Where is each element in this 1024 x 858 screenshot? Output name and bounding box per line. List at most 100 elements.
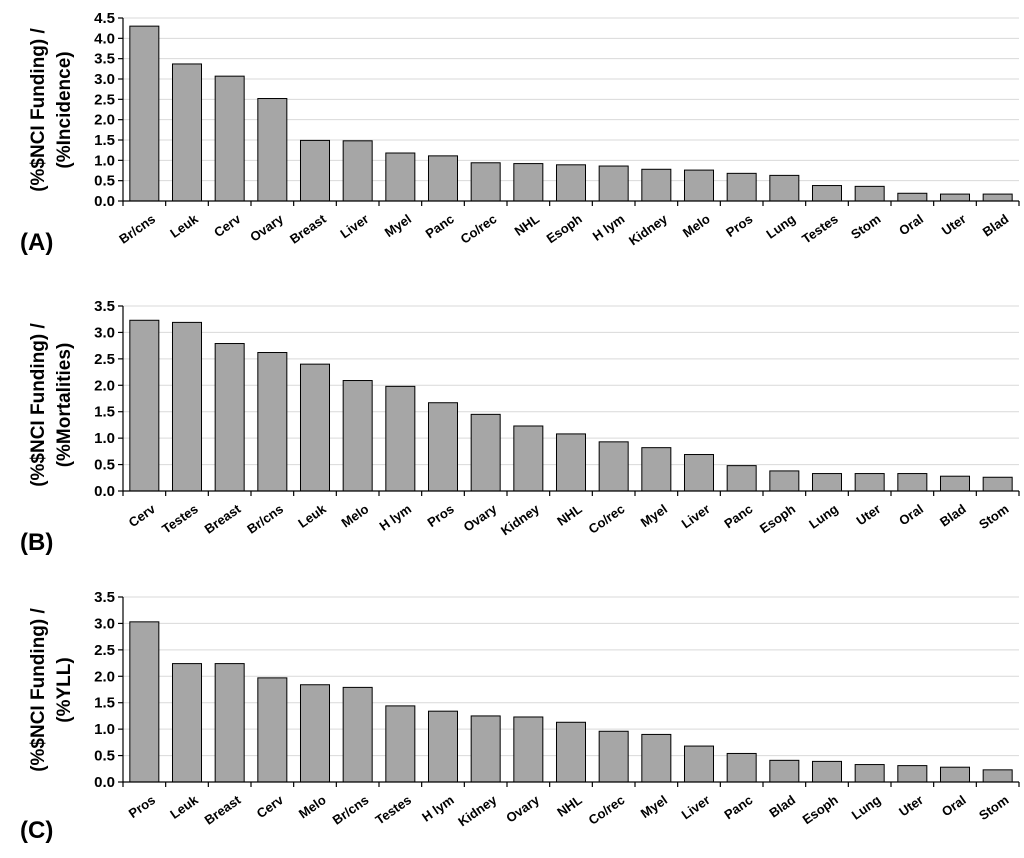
y-tick-label: 2.0 [94,112,115,129]
y-tick-label: 2.5 [94,642,115,659]
bar-blad [939,475,971,492]
bar-oral [939,766,971,783]
x-category-label: Esoph [757,501,798,536]
x-category-label: Co/rec [586,501,628,536]
y-tick-label: 1.5 [94,695,115,712]
bar-liver [683,745,715,783]
x-category-label: Ovary [503,792,542,826]
x-category-label: Oral [896,501,926,528]
bar-myel [385,152,416,202]
x-category-label: Blad [980,211,1012,239]
y-tick-label: 2.5 [94,351,115,368]
bar-nhl [555,433,587,492]
chart-panel-2: 0.0 0.5 1.0 1.5 2.0 2.5 3.0 3.5 Cerv Testes Breast… [20,298,1020,556]
bar-lung [811,473,843,492]
x-category-label: H lym [376,501,414,534]
x-category-label: Liver [337,211,371,241]
x-category-label: Panc [721,501,755,531]
bar-blad [769,759,800,783]
x-category-label: Myel [382,211,414,240]
bar-leuk [171,63,203,202]
y-tick-label: 3.0 [94,324,115,341]
x-category-label: Blad [766,792,798,820]
bar-uter [897,765,928,783]
x-category-label: Stom [976,501,1011,532]
x-category-label: Pros [126,792,158,821]
x-category-label: Melo [296,792,329,821]
x-category-label: Co/rec [458,211,500,246]
x-category-label: Myel [638,501,670,530]
bar-co-rec [598,441,629,492]
y-tick-label: 1.5 [94,132,115,149]
x-category-label: Lung [763,211,798,242]
x-category-label: Br/cns [330,792,372,827]
x-category-label: Testes [372,792,414,827]
bar-panc [726,465,757,492]
y-tick-label: 1.5 [94,404,115,421]
x-category-label: Co/rec [586,792,628,827]
x-category-label: Br/cns [244,501,286,536]
bar-myel [641,447,672,492]
bar-br-cns [129,25,160,202]
y-tick-label: 0.0 [94,774,115,791]
y-tick-label: 0.0 [94,193,115,210]
x-category-label: Br/cns [116,211,158,246]
bar-panc [726,752,757,783]
x-category-label: Breast [202,792,244,828]
x-category-label: Uter [853,501,883,528]
x-category-label: Esoph [544,211,585,246]
y-tick-label: 0.5 [94,457,115,474]
x-category-label: Pros [723,211,755,240]
x-category-label: NHL [554,501,585,529]
x-category-label: Kidney [498,501,543,539]
bar-cerv [129,319,160,492]
bar-nhl [555,721,587,783]
x-category-label: Liver [679,792,713,822]
y-tick-label: 1.0 [94,721,115,738]
bar-pros [726,172,757,202]
panel-label: (B) [20,529,53,556]
x-category-label: Oral [896,211,926,238]
y-tick-label: 4.0 [94,30,115,47]
bar-kidney [641,168,672,202]
bar-oral [897,473,928,492]
x-category-label: Testes [159,501,201,536]
x-category-label: Lung [849,792,884,823]
y-tick-label: 2.0 [94,377,115,394]
bar-leuk [299,363,331,492]
y-axis-label: (%$NCI Funding) / [28,27,49,191]
bar-h-lym [385,385,416,492]
x-category-label: Ovary [461,501,500,535]
y-tick-label: 4.5 [94,10,115,27]
y-tick-label: 3.5 [94,298,115,315]
x-category-label: Leuk [167,792,201,822]
bar-melo [683,169,715,202]
x-category-label: Lung [806,501,841,532]
bar-esoph [555,164,587,202]
bar-blad [982,193,1013,202]
y-tick-label: 2.0 [94,668,115,685]
bar-oral [897,192,928,202]
bar-kidney [513,425,544,492]
x-category-label: Pros [424,501,456,530]
y-tick-label: 3.0 [94,615,115,632]
bar-lung [769,174,800,202]
x-category-label: Melo [339,501,372,530]
x-category-label: Panc [721,792,755,822]
bar-h-lym [427,710,459,783]
bar-stom [854,185,885,202]
x-category-label: Stom [976,792,1011,823]
bar-stom [982,476,1013,492]
x-category-label: Melo [680,211,713,240]
bar-breast [214,663,245,783]
bar-melo [299,684,331,783]
x-category-label: Ovary [247,211,286,245]
x-category-label: Oral [939,792,969,819]
bar-breast [299,139,331,202]
bar-melo [342,380,373,492]
panel-label: (C) [20,817,53,844]
bar-h-lym [598,165,629,202]
x-category-label: Kidney [626,211,671,249]
